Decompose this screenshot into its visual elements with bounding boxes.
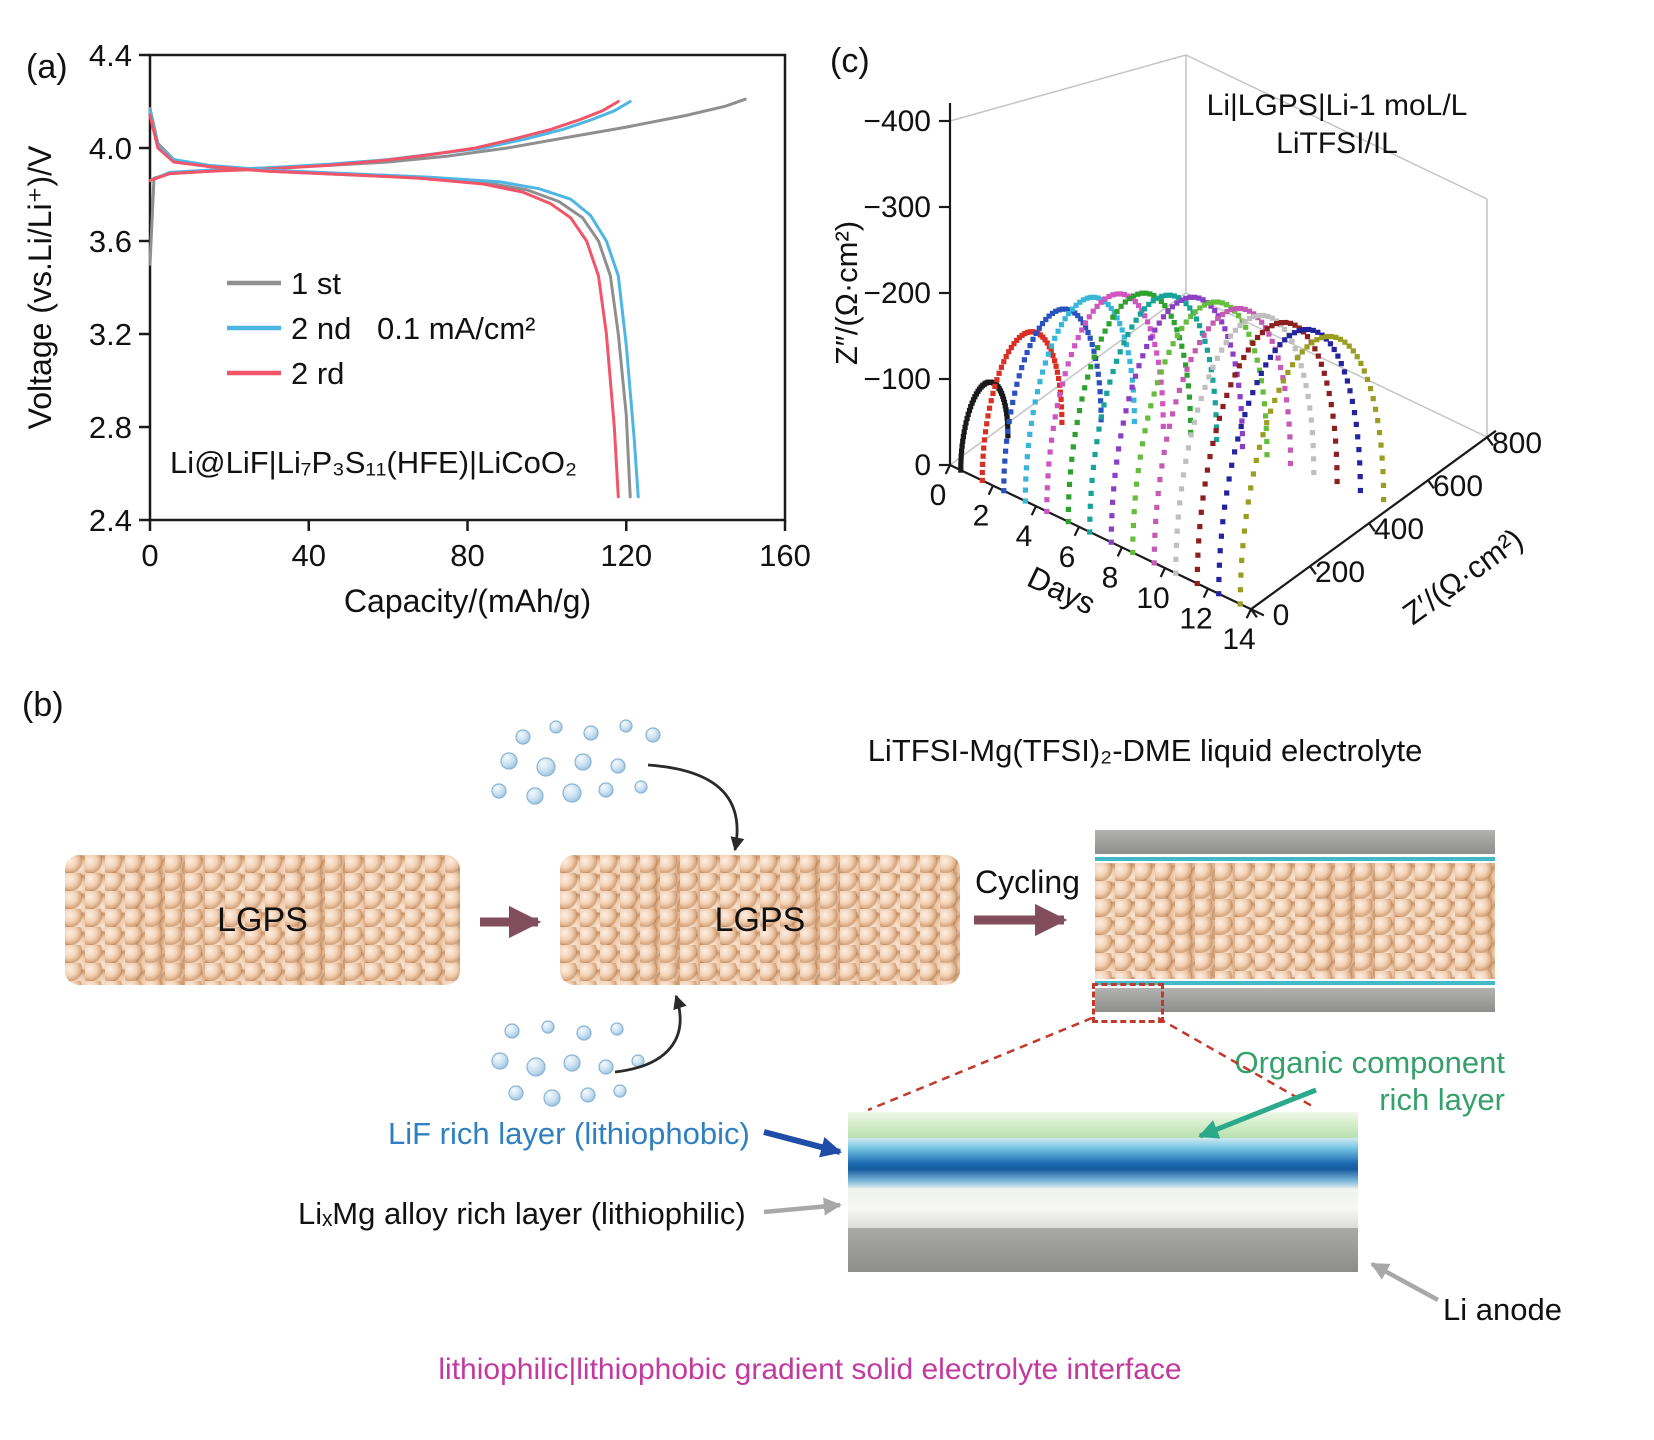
svg-text:0: 0 bbox=[930, 479, 947, 512]
panel-b-tag: (b) bbox=[22, 686, 64, 724]
svg-text:12: 12 bbox=[1179, 603, 1212, 636]
limg-alloy-layer bbox=[848, 1188, 1358, 1228]
svg-text:Li|LGPS|Li-1 moL/L: Li|LGPS|Li-1 moL/L bbox=[1207, 89, 1468, 122]
lif-layer-label: LiF rich layer (lithiophobic) bbox=[388, 1116, 750, 1151]
svg-text:3.2: 3.2 bbox=[89, 317, 132, 352]
svg-text:40: 40 bbox=[292, 538, 326, 573]
svg-text:10: 10 bbox=[1136, 582, 1169, 615]
svg-text:2: 2 bbox=[973, 500, 990, 533]
svg-text:80: 80 bbox=[450, 538, 484, 573]
panel-c-tag: (c) bbox=[830, 42, 870, 80]
lgps-left-label: LGPS bbox=[217, 900, 308, 939]
svg-text:2 nd: 2 nd bbox=[291, 311, 351, 346]
impedance-3d-plot: 0−100−200−300−40002468101214020040060080… bbox=[829, 54, 1542, 656]
svg-text:160: 160 bbox=[759, 538, 811, 573]
svg-text:Capacity/(mAh/g): Capacity/(mAh/g) bbox=[344, 583, 591, 619]
svg-text:Z″/(Ω·cm²): Z″/(Ω·cm²) bbox=[829, 221, 864, 365]
arrow-droplets-bottom bbox=[614, 994, 687, 1074]
organic-layer-label-line1: Organic component bbox=[1234, 1045, 1505, 1080]
svg-text:400: 400 bbox=[1374, 513, 1424, 546]
svg-text:0: 0 bbox=[914, 449, 931, 482]
white-gap bbox=[1095, 985, 1495, 988]
svg-text:3.6: 3.6 bbox=[89, 224, 132, 259]
svg-text:800: 800 bbox=[1492, 427, 1542, 460]
svg-text:1 st: 1 st bbox=[291, 266, 341, 301]
panel-a-tag: (a) bbox=[26, 48, 68, 86]
arrow-li-anode bbox=[1370, 1262, 1440, 1302]
li-anode-layer bbox=[848, 1228, 1358, 1272]
lgps-block-left: LGPS bbox=[65, 855, 460, 985]
voltage-capacity-chart: 0 40 80 120 160 2.4 2.8 3.2 3.6 4.0 4.4 Capacity/(m… bbox=[15, 15, 815, 635]
cycling-label: Cycling bbox=[975, 864, 1080, 900]
electrolyte-label: LiTFSI-Mg(TFSI)₂-DME liquid electrolyte bbox=[867, 733, 1423, 768]
interface-zoom-stack bbox=[848, 1112, 1358, 1272]
svg-text:−400: −400 bbox=[863, 105, 931, 138]
liquid-droplets-top bbox=[491, 719, 661, 805]
svg-text:8: 8 bbox=[1102, 561, 1119, 594]
arrow-lif-layer bbox=[763, 1129, 843, 1158]
svg-text:LiTFSI/IL: LiTFSI/IL bbox=[1276, 127, 1398, 160]
arrow-droplets-top bbox=[647, 763, 745, 852]
svg-text:120: 120 bbox=[600, 538, 652, 573]
zoom-region-box bbox=[1092, 983, 1164, 1023]
li-anode-label: Li anode bbox=[1443, 1292, 1562, 1327]
organic-layer-label-line2: rich layer bbox=[1379, 1081, 1505, 1117]
svg-text:2.8: 2.8 bbox=[89, 410, 132, 445]
white-gap bbox=[1095, 861, 1495, 863]
white-gap bbox=[1095, 979, 1495, 981]
voltage-capacity-plot: 0 40 80 120 160 2.4 2.8 3.2 3.6 4.0 4.4 Capacity/(m… bbox=[22, 38, 811, 619]
svg-text:4.4: 4.4 bbox=[89, 38, 132, 73]
svg-text:0.1 mA/cm²: 0.1 mA/cm² bbox=[377, 311, 535, 346]
svg-text:14: 14 bbox=[1222, 623, 1255, 656]
lgps-middle-label: LGPS bbox=[714, 900, 806, 939]
svg-text:0: 0 bbox=[1273, 599, 1290, 632]
svg-text:−100: −100 bbox=[863, 363, 931, 396]
svg-text:4: 4 bbox=[1016, 520, 1033, 553]
svg-text:−300: −300 bbox=[863, 191, 931, 224]
lgps-block-middle: LGPS bbox=[560, 855, 960, 985]
svg-text:600: 600 bbox=[1433, 470, 1483, 503]
interface-line-top bbox=[1095, 857, 1495, 861]
svg-text:200: 200 bbox=[1315, 556, 1365, 589]
organic-layer-label: Organic component rich layer bbox=[1155, 1045, 1505, 1118]
svg-text:Voltage (vs.Li/Li⁺)/V: Voltage (vs.Li/Li⁺)/V bbox=[22, 145, 58, 429]
limg-layer-label: LiₓMg alloy rich layer (lithiophilic) bbox=[298, 1196, 746, 1231]
svg-text:−200: −200 bbox=[863, 277, 931, 310]
svg-text:2 rd: 2 rd bbox=[291, 356, 344, 391]
figure-caption: lithiophilic|lithiophobic gradient solid… bbox=[438, 1353, 1182, 1386]
svg-text:0: 0 bbox=[141, 538, 158, 573]
lgps-cycled-layer bbox=[1095, 863, 1495, 979]
impedance-3d-chart: 0 −100 −200 −300 −400 0 2 4 6 8 10 12 14 0 200 400 600 80… bbox=[825, 15, 1635, 665]
liquid-droplets-bottom bbox=[491, 1020, 645, 1107]
svg-text:2.4: 2.4 bbox=[89, 503, 132, 538]
svg-text:4.0: 4.0 bbox=[89, 131, 132, 166]
interface-line-bottom bbox=[1095, 981, 1495, 985]
lif-rich-layer bbox=[848, 1138, 1358, 1188]
current-collector-top bbox=[1095, 830, 1495, 854]
arrow-limg-layer bbox=[763, 1197, 842, 1216]
svg-text:6: 6 bbox=[1059, 541, 1076, 574]
svg-text:Li@LiF|Li₇P₃S₁₁(HFE)|LiCoO₂: Li@LiF|Li₇P₃S₁₁(HFE)|LiCoO₂ bbox=[170, 445, 577, 480]
white-gap bbox=[1095, 854, 1495, 857]
